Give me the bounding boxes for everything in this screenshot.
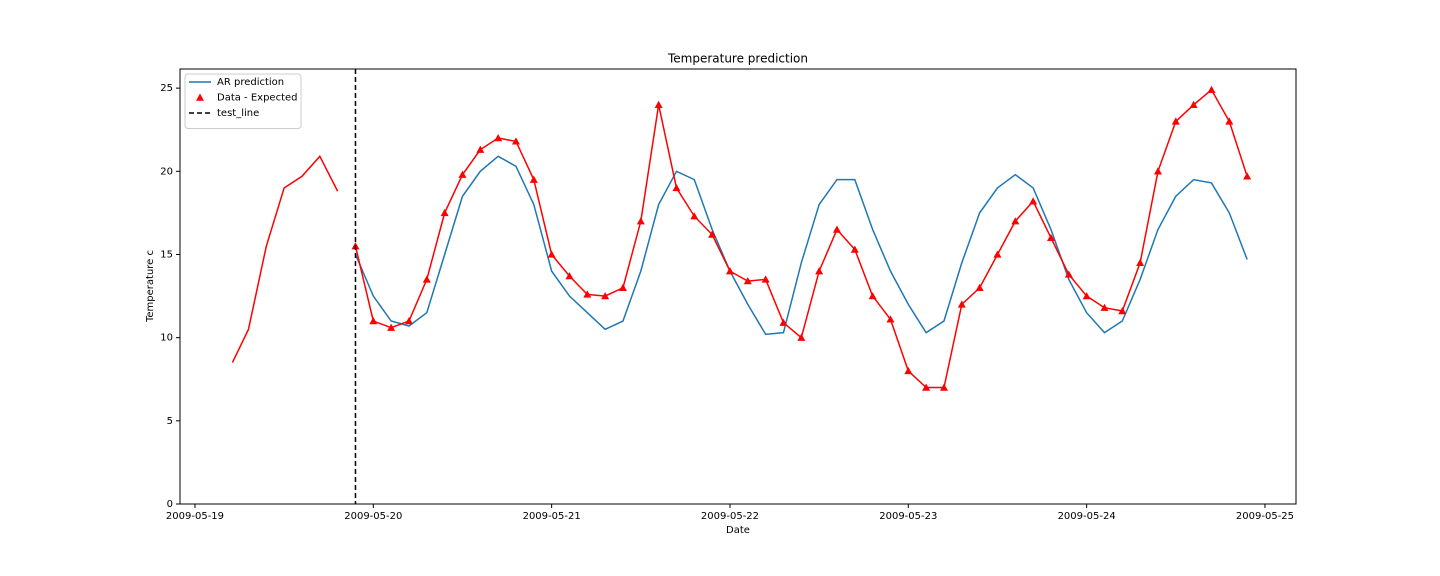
marker [404, 317, 413, 325]
marker [797, 333, 806, 341]
marker [957, 300, 966, 308]
marker [690, 212, 699, 220]
marker [779, 318, 788, 326]
y-tick-label: 10 [160, 333, 173, 344]
marker [975, 283, 984, 291]
marker [511, 137, 520, 145]
marker [440, 208, 449, 217]
series-line [231, 155, 339, 363]
marker [1100, 303, 1109, 311]
marker [743, 277, 752, 285]
marker [725, 267, 734, 275]
x-tick-label: 2009-05-25 [1236, 511, 1294, 522]
x-tick-label: 2009-05-21 [523, 511, 581, 522]
marker [1153, 167, 1162, 175]
marker [1243, 172, 1252, 180]
marker [1064, 270, 1073, 278]
marker [369, 317, 378, 325]
legend-box [184, 73, 302, 129]
marker [1046, 233, 1055, 242]
marker [1171, 117, 1180, 125]
y-tick-label: 5 [167, 416, 173, 427]
marker [618, 283, 627, 291]
marker [547, 250, 556, 258]
x-tick-label: 2009-05-22 [701, 511, 759, 522]
y-tick-label: 20 [160, 166, 173, 177]
marker [1189, 100, 1198, 108]
marker [654, 100, 663, 108]
marker [1011, 217, 1020, 225]
marker [708, 230, 717, 238]
marker [761, 275, 770, 283]
marker [832, 225, 841, 233]
series-line [354, 155, 1248, 336]
legend-marker [196, 93, 204, 101]
marker [1207, 85, 1216, 93]
plot-frame [179, 68, 1297, 505]
x-tick-label: 2009-05-19 [166, 511, 224, 522]
marker [1136, 258, 1145, 266]
marker [993, 250, 1002, 258]
marker [904, 366, 913, 375]
marker [1082, 292, 1091, 300]
marker [815, 267, 824, 275]
marker [476, 145, 485, 153]
marker [458, 170, 467, 178]
marker [1225, 117, 1234, 125]
marker [672, 183, 681, 192]
marker [387, 323, 396, 331]
y-tick-label: 15 [160, 249, 173, 260]
legend-label: test_line [217, 108, 259, 119]
marker [868, 292, 877, 300]
y-tick-label: 0 [167, 499, 173, 510]
marker [529, 175, 538, 183]
marker [850, 245, 859, 253]
marker [422, 275, 431, 283]
marker [1029, 197, 1038, 205]
marker [922, 383, 931, 391]
marker [565, 272, 574, 280]
x-tick-label: 2009-05-20 [344, 511, 402, 522]
x-axis-label: Date [726, 525, 750, 536]
legend-label: Data - Expected [217, 93, 298, 104]
marker [636, 217, 645, 225]
x-tick-label: 2009-05-24 [1058, 511, 1116, 522]
chart-title: Temperature prediction [667, 52, 808, 66]
legend-label: AR prediction [217, 77, 284, 88]
y-axis-label: Temperature c [145, 250, 156, 323]
legend: AR prediction Data - Expected test_line [184, 73, 302, 129]
marker [1118, 307, 1127, 315]
marker [601, 292, 610, 300]
marker [494, 134, 503, 142]
marker [939, 383, 948, 391]
marker [886, 315, 895, 323]
y-tick-label: 25 [160, 83, 173, 94]
x-tick-label: 2009-05-23 [879, 511, 937, 522]
marker [583, 290, 592, 298]
